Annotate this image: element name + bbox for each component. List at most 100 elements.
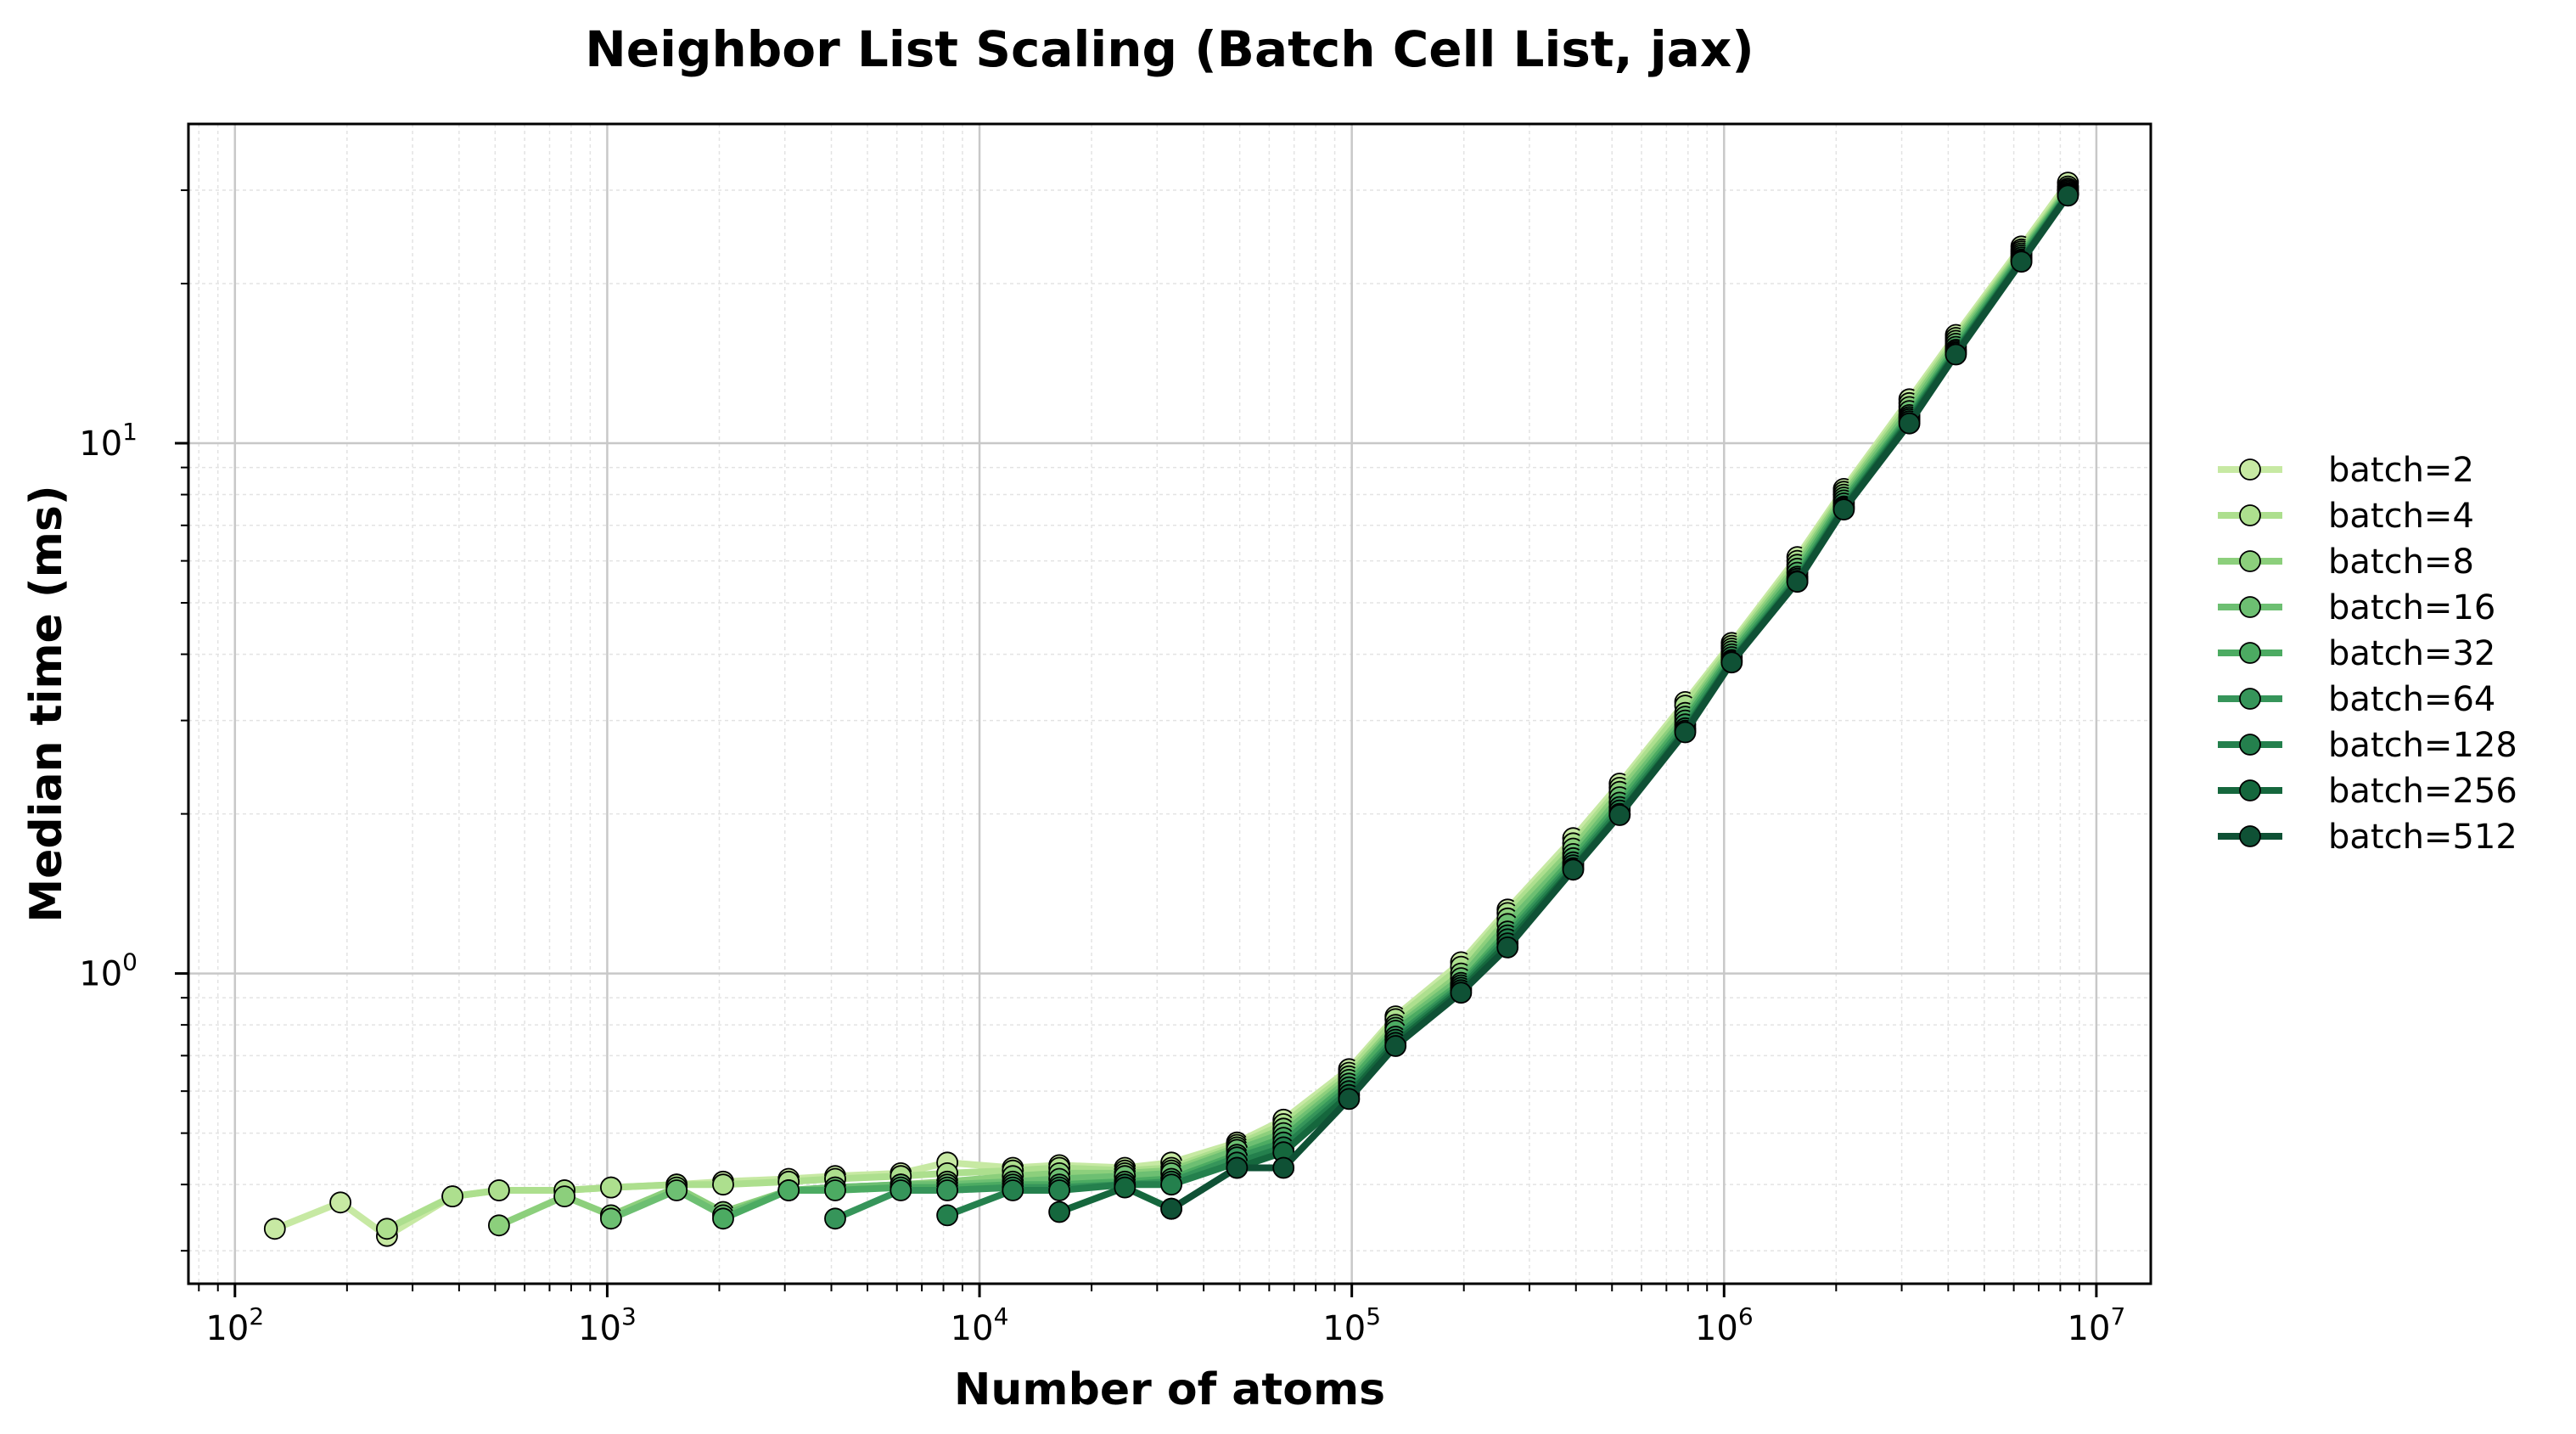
- series-batch=8: [488, 177, 2079, 1237]
- legend-item: batch=2: [2218, 451, 2474, 490]
- legend-label: batch=256: [2328, 772, 2517, 811]
- x-tick-label: 104: [951, 1302, 1009, 1348]
- data-point: [936, 1179, 958, 1201]
- data-point: [553, 1185, 575, 1207]
- data-point: [1226, 1156, 1249, 1179]
- series-batch=512: [1160, 184, 2079, 1220]
- data-point: [2057, 184, 2079, 207]
- data-point: [1114, 1176, 1136, 1199]
- legend-label: batch=64: [2328, 680, 2495, 719]
- data-point: [1608, 804, 1631, 826]
- x-tick-label: 103: [578, 1302, 637, 1348]
- data-point: [665, 1179, 688, 1201]
- data-point: [1384, 1035, 1407, 1057]
- data-point: [1002, 1179, 1024, 1201]
- x-tick-label: 106: [1695, 1302, 1754, 1348]
- series-batch=4: [375, 175, 2079, 1240]
- series-layer: [263, 172, 2079, 1247]
- legend-swatch-marker: [2239, 642, 2261, 664]
- legend-label: batch=16: [2328, 588, 2495, 627]
- series-batch=64: [824, 182, 2079, 1230]
- y-tick-label: 100: [79, 948, 137, 994]
- legend-item: batch=32: [2218, 634, 2495, 673]
- ticks-layer: 102 103 104 105 106 107 100 101: [79, 189, 2126, 1348]
- data-point: [600, 1207, 622, 1230]
- data-point: [1562, 858, 1585, 881]
- x-tick-label: 102: [205, 1302, 264, 1348]
- series-line: [271, 179, 2072, 1240]
- data-point: [1898, 412, 1921, 435]
- data-point: [1674, 721, 1697, 744]
- data-point: [1832, 498, 1855, 520]
- data-point: [712, 1207, 734, 1230]
- data-point: [1048, 1201, 1070, 1223]
- data-point: [1160, 1173, 1182, 1196]
- data-point: [1945, 343, 1967, 366]
- legend-swatch-marker: [2239, 458, 2261, 481]
- series-line: [720, 188, 2072, 1223]
- data-point: [1450, 981, 1473, 1004]
- data-point: [824, 1179, 846, 1201]
- series-line: [944, 190, 2072, 1219]
- series-line: [1056, 191, 2072, 1216]
- legend-swatch-marker: [2239, 734, 2261, 756]
- data-point: [1720, 651, 1743, 674]
- data-point: [712, 1173, 734, 1196]
- series-line: [832, 189, 2072, 1223]
- series-line: [1168, 192, 2072, 1212]
- data-point: [1272, 1156, 1295, 1179]
- data-point: [824, 1207, 846, 1230]
- legend-label: batch=8: [2328, 543, 2474, 582]
- legend-swatch-marker: [2239, 550, 2261, 572]
- legend: batch=2 batch=4 batch=8 batch=16 batch=32 bat…: [2218, 451, 2517, 857]
- legend-swatch-marker: [2239, 779, 2261, 801]
- data-point: [1048, 1179, 1070, 1201]
- y-tick-label: 101: [79, 418, 137, 464]
- data-point: [488, 1214, 510, 1237]
- data-point: [441, 1185, 463, 1207]
- series-line: [495, 185, 2072, 1229]
- x-axis-label: Number of atoms: [954, 1364, 1385, 1415]
- data-point: [600, 1176, 622, 1199]
- legend-label: batch=512: [2328, 818, 2517, 857]
- series-batch=2: [263, 172, 2079, 1247]
- legend-label: batch=4: [2328, 497, 2474, 536]
- grid-layer: [188, 124, 2151, 1284]
- data-point: [1338, 1088, 1361, 1111]
- y-axis-label: Median time (ms): [21, 485, 72, 922]
- legend-swatch-marker: [2239, 825, 2261, 847]
- series-batch=128: [936, 183, 2079, 1227]
- legend-item: batch=128: [2218, 726, 2517, 765]
- legend-label: batch=2: [2328, 451, 2474, 490]
- data-point: [263, 1217, 286, 1240]
- data-point: [1496, 936, 1519, 959]
- chart-title: Neighbor List Scaling (Batch Cell List, …: [585, 20, 1754, 78]
- data-point: [375, 1217, 398, 1240]
- legend-item: batch=64: [2218, 680, 2495, 719]
- legend-label: batch=128: [2328, 726, 2517, 765]
- legend-item: batch=256: [2218, 772, 2517, 811]
- legend-swatch-marker: [2239, 688, 2261, 710]
- legend-item: batch=512: [2218, 818, 2517, 857]
- series-batch=32: [712, 180, 2079, 1230]
- data-point: [488, 1179, 510, 1201]
- data-point: [1160, 1197, 1182, 1220]
- plot-frame: [187, 122, 2152, 1285]
- legend-label: batch=32: [2328, 634, 2495, 673]
- data-point: [2010, 250, 2033, 273]
- data-point: [936, 1204, 958, 1227]
- series-line: [383, 183, 2072, 1233]
- data-point: [1786, 571, 1809, 593]
- x-tick-label: 107: [2068, 1302, 2126, 1348]
- data-point: [890, 1179, 912, 1201]
- legend-item: batch=8: [2218, 543, 2474, 582]
- x-tick-label: 105: [1322, 1302, 1381, 1348]
- legend-swatch-marker: [2239, 504, 2261, 526]
- legend-swatch-marker: [2239, 596, 2261, 618]
- legend-item: batch=16: [2218, 588, 2495, 627]
- data-point: [329, 1191, 352, 1214]
- legend-item: batch=4: [2218, 497, 2474, 536]
- data-point: [777, 1179, 800, 1201]
